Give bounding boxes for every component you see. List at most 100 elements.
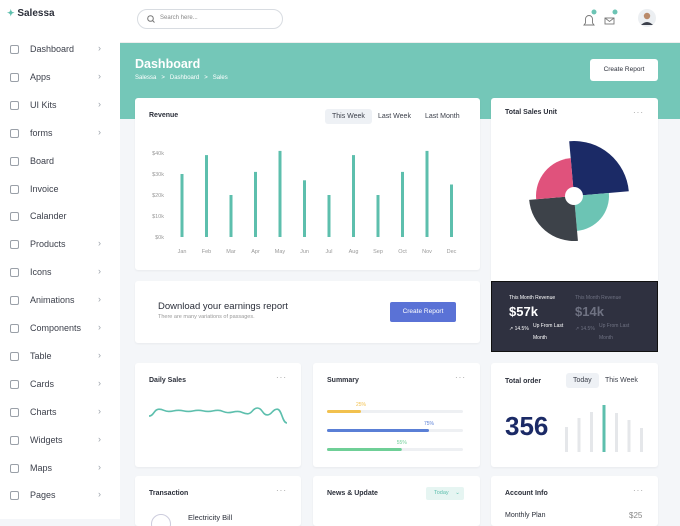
sidebar-item[interactable]: Maps › (0, 459, 120, 479)
menu-dots[interactable]: ··· (276, 486, 287, 495)
create-report-button[interactable]: Create Report (590, 59, 658, 81)
y-tick-label: $40k (152, 151, 164, 157)
chevron: › (98, 461, 101, 472)
bar (229, 195, 233, 237)
change-value: 14.5% (514, 326, 529, 332)
sales-line (148, 407, 288, 424)
x-tick-label: Sep (373, 249, 383, 255)
sidebar-item[interactable]: Products › (0, 235, 120, 255)
bill-icon (151, 514, 171, 526)
chevron: › (98, 70, 101, 81)
sidebar-item[interactable]: Apps › (0, 68, 120, 88)
x-tick-label: Feb (202, 249, 211, 255)
sidebar-item[interactable]: Cards › (0, 375, 120, 395)
breadcrumb-item: Salessa (135, 75, 157, 81)
sidebar-item[interactable]: Table › (0, 347, 120, 367)
sidebar-item[interactable]: Calander (0, 207, 120, 227)
bar (352, 155, 355, 237)
chevron: › (98, 238, 101, 249)
menu-dots[interactable]: ··· (276, 373, 287, 382)
brand: ✦ Salessa (7, 8, 55, 19)
news-filter[interactable]: Today ⌄ (426, 487, 464, 500)
sidebar-icon (10, 45, 19, 54)
sidebar-item[interactable]: Widgets › (0, 431, 120, 451)
menu-dots[interactable]: ··· (455, 373, 466, 382)
chevron: › (98, 405, 101, 416)
bar (278, 150, 282, 237)
sidebar-label: Icons (30, 267, 52, 278)
sidebar-label: Animations (30, 295, 75, 306)
chevron: › (98, 98, 101, 109)
bar (180, 174, 184, 237)
sidebar-item[interactable]: Pages › (0, 486, 120, 506)
progress-label: 75% (424, 421, 435, 427)
tab[interactable]: This Week (605, 377, 638, 384)
polar-center (565, 187, 583, 205)
polar-segment (529, 196, 578, 241)
daily-sales-chart (148, 407, 288, 424)
sidebar-item[interactable]: forms › (0, 124, 120, 144)
card-title: Summary (327, 377, 359, 384)
sidebar-icon (10, 351, 19, 361)
card-title: Revenue (149, 112, 179, 119)
revenue-summary: This Month Revenue $57k ↗ 14.5% Up From Las… (491, 281, 658, 352)
sidebar-icon (10, 184, 19, 194)
sidebar-label: Board (30, 155, 55, 166)
tab[interactable]: This Week (325, 109, 372, 124)
sidebar-item[interactable]: Components › (0, 319, 120, 339)
search-box[interactable]: Search here... (137, 9, 283, 29)
sales-unit-card: Total Sales Unit ··· (491, 98, 658, 281)
sidebar-item[interactable]: UI Kits › (0, 96, 120, 116)
progress-label: 55% (397, 440, 408, 446)
bell-icon[interactable] (583, 15, 595, 26)
top-bar: Search here... (120, 0, 680, 43)
bar (303, 180, 306, 237)
order-bar (627, 420, 631, 452)
x-tick-label: Aug (349, 249, 359, 255)
sidebar-item[interactable]: Dashboard › (0, 40, 120, 60)
sidebar-label: Table (30, 350, 52, 361)
sidebar-item[interactable]: Animations › (0, 291, 120, 311)
sidebar-label: Dashboard (30, 44, 75, 54)
sidebar-label: Widgets (30, 434, 63, 445)
polar-segment (536, 158, 574, 200)
summary-change: ↗ 14.5% (509, 326, 529, 332)
bar (254, 171, 257, 237)
total-order-card: Total order Today This Week 356 (491, 363, 658, 467)
bar (376, 195, 380, 237)
sidebar-label: UI Kits (30, 99, 57, 110)
order-bar (565, 427, 568, 452)
mail-icon[interactable] (604, 17, 615, 25)
sidebar-icon (10, 100, 19, 110)
transaction-card: Transaction ··· Electricity Bill (135, 476, 301, 526)
x-tick-label: Nov (422, 249, 432, 255)
card-title: Daily Sales (149, 377, 186, 384)
top-icons (583, 9, 656, 27)
bar (401, 171, 404, 237)
x-tick-label: Jun (300, 249, 309, 255)
x-tick-label: Apr (251, 249, 260, 255)
menu-dots[interactable]: ··· (633, 486, 644, 495)
order-bar (577, 418, 581, 452)
bar (425, 150, 429, 237)
tab[interactable]: Last Week (378, 113, 411, 120)
menu-dots[interactable]: ··· (633, 108, 644, 117)
sidebar-item[interactable]: Invoice (0, 180, 120, 200)
sidebar-item[interactable]: Icons › (0, 263, 120, 283)
page-title: Dashboard (135, 57, 201, 71)
sidebar-icon (10, 324, 19, 333)
tab[interactable]: Last Month (425, 113, 460, 120)
summary-value: $57k (509, 304, 538, 319)
sidebar-item[interactable]: Charts › (0, 403, 120, 423)
bar (205, 155, 208, 237)
summary-note: Up From Last Month (533, 323, 564, 341)
sidebar-item[interactable]: Board (0, 152, 120, 172)
sidebar-label: Cards (30, 378, 55, 389)
breadcrumb-item: Dashboard (169, 75, 200, 81)
sidebar-icon (10, 156, 19, 166)
tab[interactable]: Today (566, 373, 599, 388)
order-bar (590, 412, 593, 452)
polar-segment (574, 192, 609, 231)
breadcrumb-item: Sales (212, 75, 228, 81)
create-report-button[interactable]: Create Report (390, 302, 456, 322)
